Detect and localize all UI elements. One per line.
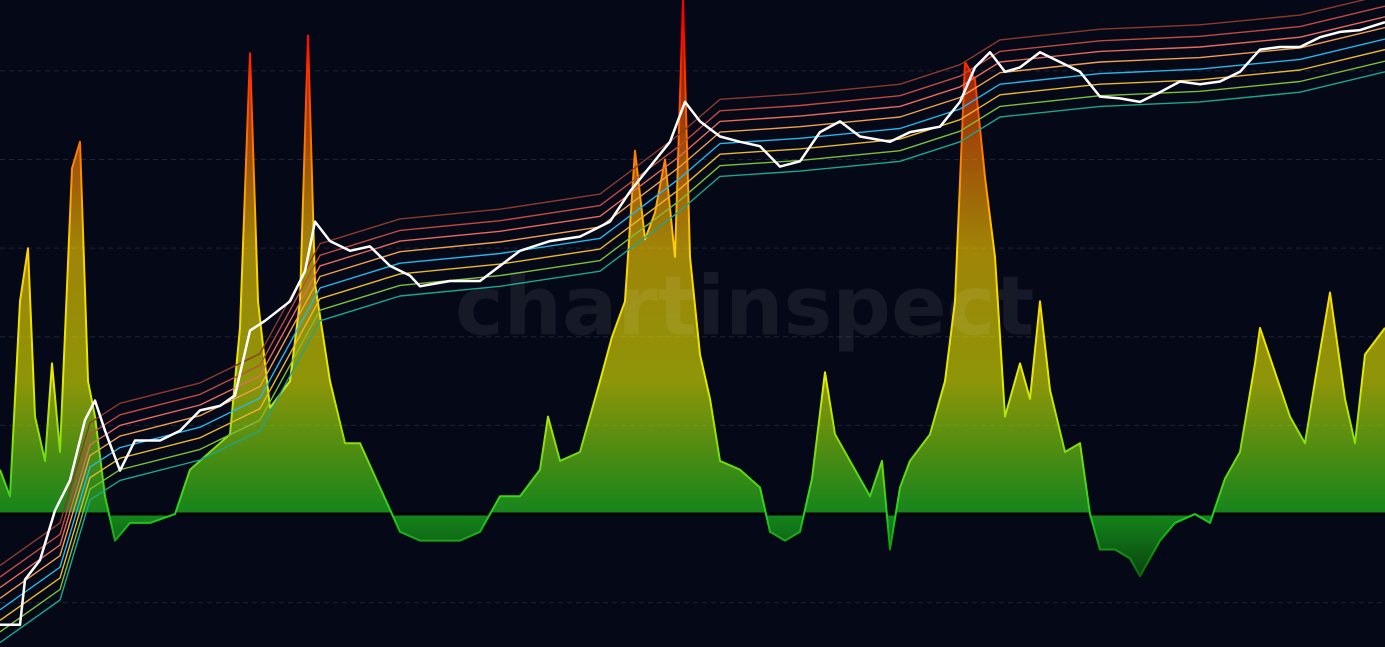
series-line (0, 5, 1385, 578)
series-line (0, 48, 1385, 621)
watermark: chartinspect (455, 259, 1034, 354)
series-line (0, 60, 1385, 633)
oscillator-line (0, 0, 1385, 578)
series-line (0, 71, 1385, 644)
series-line (0, 0, 1366, 567)
series-line (0, 26, 1385, 599)
series-line (0, 16, 1385, 589)
series-line (0, 21, 1385, 627)
